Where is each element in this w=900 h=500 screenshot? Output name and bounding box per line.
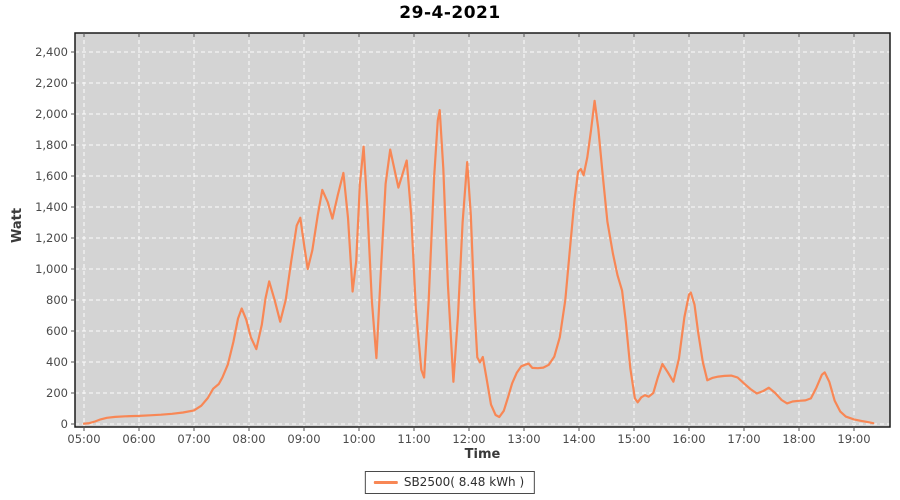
y-tick-label: 400 bbox=[46, 355, 68, 369]
x-tick-label: 12:00 bbox=[452, 432, 485, 446]
y-tick-label: 1,600 bbox=[35, 169, 68, 183]
plot-border bbox=[74, 32, 891, 428]
y-tick-label: 1,400 bbox=[35, 200, 68, 214]
y-tick-label: 2,200 bbox=[35, 76, 68, 90]
x-tick-label: 19:00 bbox=[837, 432, 870, 446]
y-tick-label: 800 bbox=[46, 293, 68, 307]
x-axis-title: Time bbox=[464, 447, 501, 462]
x-tick-label: 14:00 bbox=[562, 432, 595, 446]
y-tick-label: 2,400 bbox=[35, 45, 68, 59]
series-line bbox=[82, 99, 875, 425]
x-tick-label: 18:00 bbox=[782, 432, 815, 446]
x-tick-label: 15:00 bbox=[617, 432, 650, 446]
x-tick-label: 05:00 bbox=[67, 432, 100, 446]
y-axis-title: Watt bbox=[10, 207, 26, 244]
legend-label: SB2500( 8.48 kWh ) bbox=[403, 475, 525, 489]
chart-title: 29-4-2021 bbox=[399, 3, 501, 23]
y-tick-label: 600 bbox=[46, 324, 68, 338]
y-tick-label: 1,200 bbox=[35, 231, 68, 245]
x-tick-label: 16:00 bbox=[672, 432, 705, 446]
legend: SB2500( 8.48 kWh ) bbox=[364, 471, 536, 494]
y-tick-label: 200 bbox=[46, 386, 68, 400]
x-tick-label: 08:00 bbox=[232, 432, 265, 446]
x-tick-label: 17:00 bbox=[727, 432, 760, 446]
x-tick-label: 09:00 bbox=[287, 432, 320, 446]
x-tick-label: 13:00 bbox=[507, 432, 540, 446]
y-tick-label: 2,000 bbox=[35, 107, 68, 121]
y-tick-label: 1,000 bbox=[35, 262, 68, 276]
x-tick-label: 06:00 bbox=[122, 432, 155, 446]
plot-background bbox=[75, 33, 890, 427]
x-tick-label: 11:00 bbox=[397, 432, 430, 446]
y-tick-label: 1,800 bbox=[35, 138, 68, 152]
y-tick-label: 0 bbox=[61, 417, 68, 431]
x-tick-label: 10:00 bbox=[342, 432, 375, 446]
x-tick-label: 07:00 bbox=[177, 432, 210, 446]
legend-line-swatch bbox=[373, 480, 398, 484]
